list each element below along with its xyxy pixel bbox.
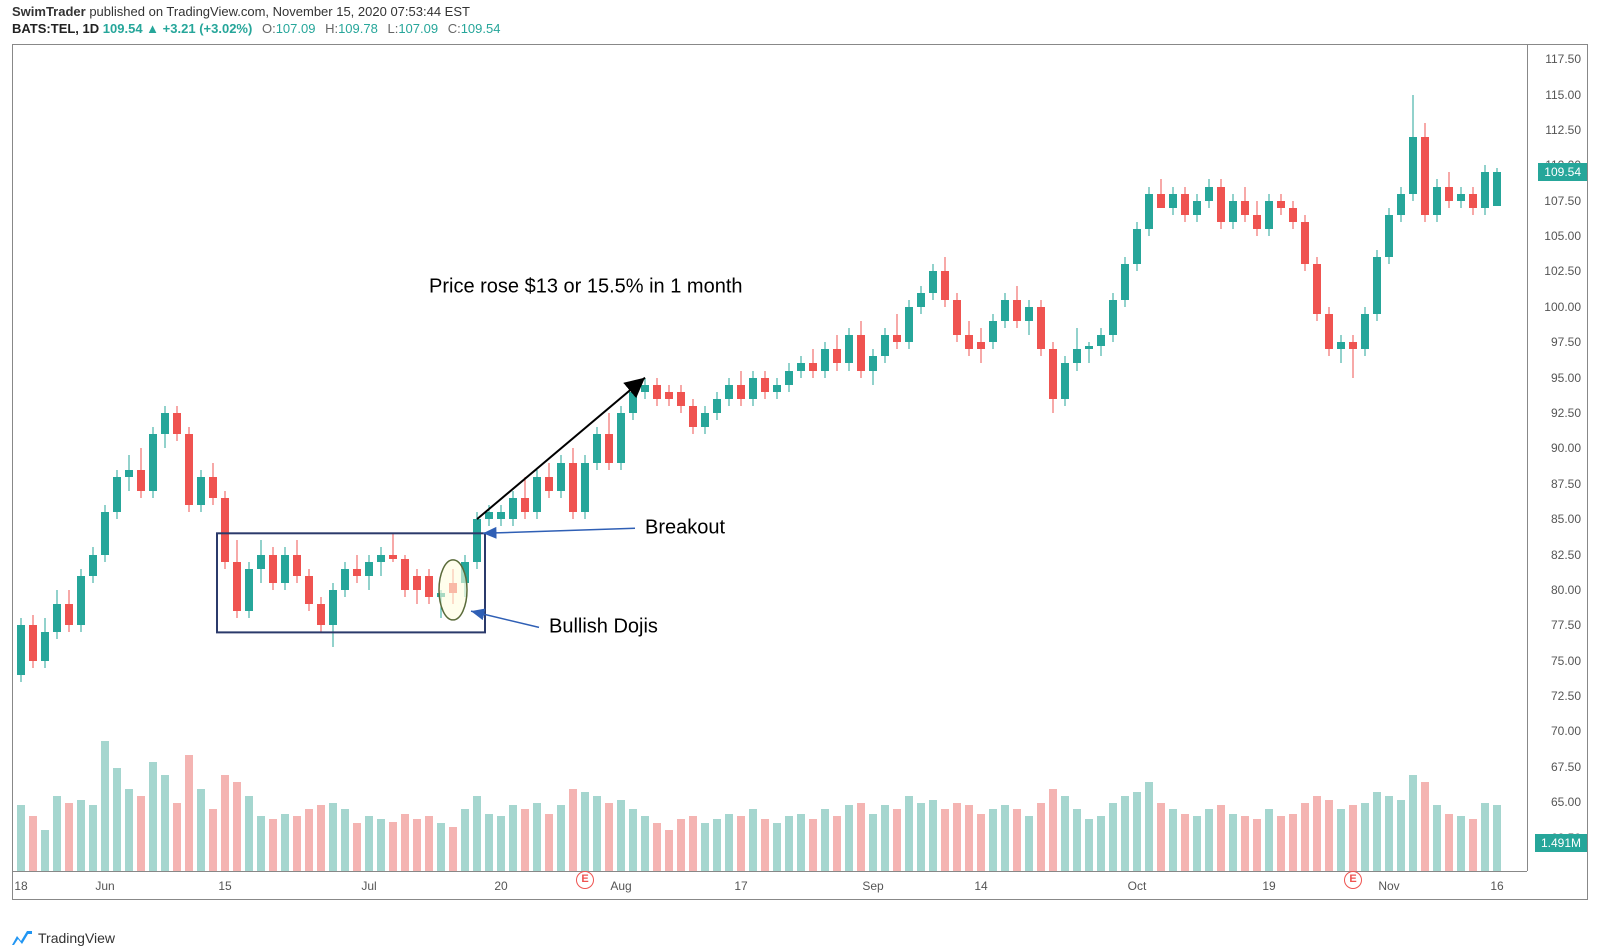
y-tick: 117.50 <box>1545 52 1581 66</box>
l-label: L: <box>387 21 398 36</box>
c-val: 109.54 <box>461 21 501 36</box>
x-axis: 18 Jun 15 Jul 20 Aug 17 Sep 14 Oct 19 Nov 16 <box>13 871 1527 899</box>
y-tick: 102.50 <box>1544 264 1581 278</box>
change: +3.21 <box>163 21 196 36</box>
chart-header: SwimTrader published on TradingView.com,… <box>0 0 1600 21</box>
x-tick: 16 <box>1490 879 1503 893</box>
x-tick: Jul <box>361 879 376 893</box>
o-val: 107.09 <box>276 21 316 36</box>
brand-text: TradingView <box>38 930 115 946</box>
y-tick: 70.00 <box>1551 724 1581 738</box>
y-tick: 107.50 <box>1544 194 1581 208</box>
symbol: BATS:TEL, 1D <box>12 21 99 36</box>
y-tick: 97.50 <box>1551 335 1581 349</box>
pct: (+3.02%) <box>199 21 252 36</box>
h-label: H: <box>325 21 338 36</box>
ohlc-line: BATS:TEL, 1D 109.54 ▲ +3.21 (+3.02%) O:1… <box>0 21 1600 40</box>
l-val: 107.09 <box>398 21 438 36</box>
x-tick: 18 <box>14 879 27 893</box>
y-tick: 105.00 <box>1544 229 1581 243</box>
x-tick: Aug <box>610 879 631 893</box>
y-tick: 82.50 <box>1551 548 1581 562</box>
y-tick: 80.00 <box>1551 583 1581 597</box>
x-tick: Jun <box>95 879 114 893</box>
x-tick: Nov <box>1378 879 1399 893</box>
y-tick: 112.50 <box>1545 123 1581 137</box>
y-tick: 85.00 <box>1551 512 1581 526</box>
publisher: SwimTrader <box>12 4 86 19</box>
anno-breakout: Breakout <box>645 516 725 538</box>
last-price: 109.54 <box>103 21 143 36</box>
c-label: C: <box>448 21 461 36</box>
h-val: 109.78 <box>338 21 378 36</box>
y-tick: 90.00 <box>1551 441 1581 455</box>
published-text: published on TradingView.com, November 1… <box>89 4 470 19</box>
y-tick: 72.50 <box>1551 689 1581 703</box>
x-tick: Oct <box>1128 879 1147 893</box>
y-tick: 65.00 <box>1551 795 1581 809</box>
y-tick: 75.00 <box>1551 654 1581 668</box>
x-tick: 17 <box>734 879 747 893</box>
footer-brand: TradingView <box>12 930 115 946</box>
x-tick: 14 <box>974 879 987 893</box>
y-tick: 87.50 <box>1551 477 1581 491</box>
y-tick: 92.50 <box>1551 406 1581 420</box>
y-tick: 115.00 <box>1545 88 1581 102</box>
x-tick: Sep <box>862 879 883 893</box>
anno-dojis: Bullish Dojis <box>549 615 658 637</box>
earnings-badge: E <box>576 871 594 889</box>
x-tick: 20 <box>494 879 507 893</box>
y-tick: 67.50 <box>1551 760 1581 774</box>
price-badge: 109.54 <box>1538 163 1587 181</box>
o-label: O: <box>262 21 276 36</box>
y-tick: 100.00 <box>1544 300 1581 314</box>
volume-badge: 1.491M <box>1535 834 1587 852</box>
y-tick: 95.00 <box>1551 371 1581 385</box>
arrow-up: ▲ <box>146 21 159 36</box>
anno-price-rose: Price rose $13 or 15.5% in 1 month <box>429 276 743 298</box>
plot-area[interactable]: 62.5065.0067.5070.0072.5075.0077.5080.00… <box>12 44 1588 900</box>
earnings-badge: E <box>1344 871 1362 889</box>
y-tick: 77.50 <box>1551 618 1581 632</box>
tradingview-icon <box>12 931 32 945</box>
annotation-layer: Price rose $13 or 15.5% in 1 month Breako… <box>13 45 1529 873</box>
x-tick: 15 <box>218 879 231 893</box>
y-axis: 62.5065.0067.5070.0072.5075.0077.5080.00… <box>1527 45 1587 871</box>
x-tick: 19 <box>1262 879 1275 893</box>
